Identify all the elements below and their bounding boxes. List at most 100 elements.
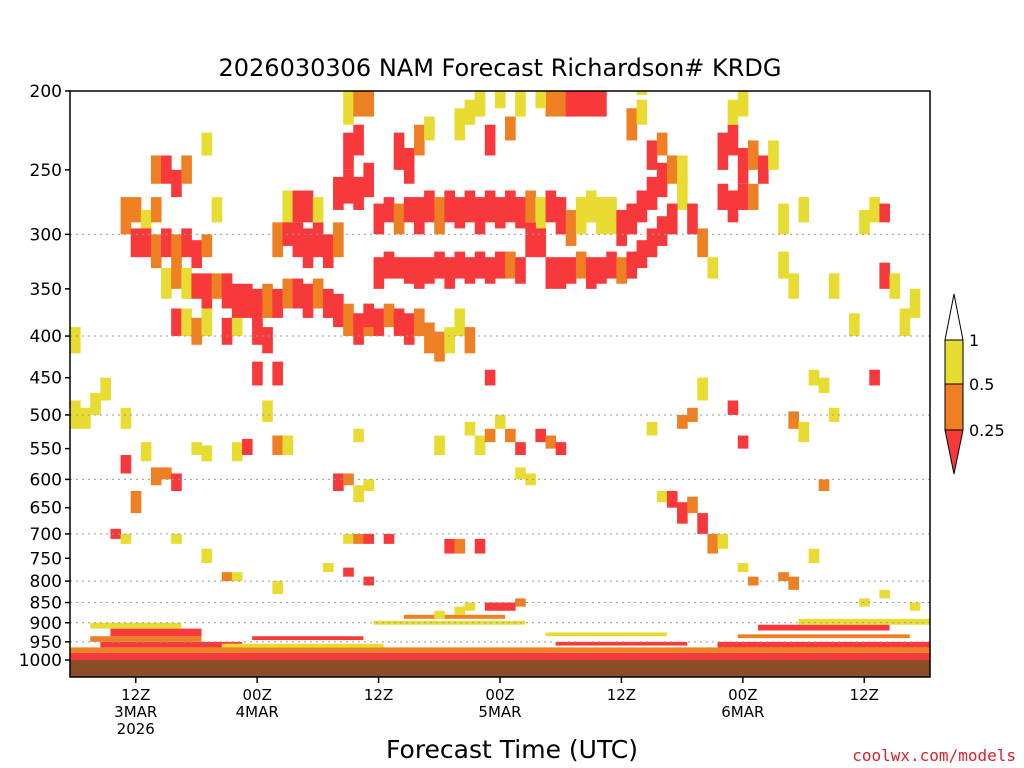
ri-cell-244 <box>444 538 455 554</box>
y-tick-label-800: 800 <box>30 572 62 592</box>
ri-cell-50 <box>333 293 344 328</box>
ri-cell-197 <box>120 455 132 474</box>
ri-cells <box>70 91 930 660</box>
ri-cell-39 <box>272 222 283 258</box>
ri-cell-132 <box>636 190 648 223</box>
ri-cell-175 <box>768 140 779 170</box>
ri-cell-207 <box>272 435 283 456</box>
ri-band-14 <box>758 624 890 631</box>
ri-cell-65 <box>353 91 364 117</box>
ri-cell-213 <box>120 533 132 544</box>
ri-cell-158 <box>636 99 648 125</box>
ri-cell-58 <box>333 176 344 210</box>
ri-band-13 <box>737 634 910 639</box>
ri-cell-95 <box>474 251 486 279</box>
ri-cell-52 <box>353 313 364 345</box>
ri-cell-263 <box>687 407 698 422</box>
ri-cell-270 <box>818 377 830 394</box>
ri-cell-118 <box>474 91 486 117</box>
ri-cell-131 <box>626 203 638 235</box>
ri-cell-107 <box>434 331 445 362</box>
y-tick-label-650: 650 <box>30 499 62 519</box>
ri-cell-64 <box>343 91 354 125</box>
ri-cell-78 <box>484 190 496 223</box>
ri-cell-178 <box>778 203 789 235</box>
ri-cell-34 <box>201 308 213 337</box>
y-tick-label-250: 250 <box>30 161 62 181</box>
ri-band-1 <box>70 647 930 653</box>
ri-cell-85 <box>373 257 385 289</box>
ri-cell-12 <box>150 234 162 269</box>
ri-cell-234 <box>484 428 496 443</box>
ri-cell-273 <box>818 479 830 491</box>
ri-cell-156 <box>535 91 547 109</box>
ri-cell-100 <box>363 303 375 328</box>
ri-cell-57 <box>312 197 324 223</box>
ri-cell-98 <box>505 251 516 279</box>
ri-cell-232 <box>464 421 476 436</box>
ri-cell-38 <box>262 327 273 354</box>
ri-cell-177 <box>737 91 749 117</box>
ri-cell-26 <box>242 283 253 318</box>
ri-cell-256 <box>666 490 678 508</box>
ri-cell-49 <box>322 288 334 318</box>
ri-cell-121 <box>515 91 526 117</box>
ri-cell-212 <box>110 528 122 539</box>
ri-band-7 <box>252 636 364 641</box>
ri-cell-5 <box>130 197 142 223</box>
ri-cell-87 <box>393 257 405 279</box>
ri-cell-254 <box>646 421 658 436</box>
ri-cell-25 <box>231 283 243 318</box>
ri-cell-67 <box>373 203 385 235</box>
ri-cell-84 <box>545 190 557 223</box>
ri-band-4 <box>110 628 202 637</box>
ri-cell-79 <box>494 197 506 229</box>
ri-band-3 <box>90 636 202 642</box>
ri-cell-124 <box>555 197 567 235</box>
ri-cell-145 <box>626 251 638 279</box>
ri-cell-260 <box>707 533 719 554</box>
ri-cell-159 <box>646 140 658 170</box>
legend-swatch-yellow <box>944 339 964 385</box>
ri-cell-229 <box>322 562 334 573</box>
ri-cell-206 <box>262 400 273 422</box>
ri-cell-199 <box>150 467 162 486</box>
ri-cell-182 <box>828 273 840 299</box>
ri-cell-275 <box>788 576 799 590</box>
ri-cell-223 <box>343 533 354 544</box>
ri-cell-214 <box>171 533 182 544</box>
legend-label-0: 1 <box>969 331 979 350</box>
ri-cell-90 <box>424 257 435 284</box>
legend-swatch-red <box>944 429 964 475</box>
ri-cell-162 <box>677 155 688 184</box>
ri-cell-265 <box>727 400 739 415</box>
ri-cell-119 <box>494 91 506 109</box>
ri-cell-109 <box>454 308 466 337</box>
ri-cell-226 <box>383 533 395 544</box>
ri-cell-81 <box>515 197 526 229</box>
ri-cell-9 <box>201 132 213 156</box>
y-tick-label-550: 550 <box>30 440 62 460</box>
x-tick-label-1-0: 00Z <box>242 686 271 704</box>
ri-cell-3 <box>181 155 192 184</box>
ri-cell-194 <box>90 393 101 415</box>
ri-cell-205 <box>242 438 253 456</box>
ri-cell-51 <box>343 303 354 337</box>
ri-cell-141 <box>586 257 597 289</box>
ri-cell-0 <box>150 155 162 184</box>
ri-cell-59 <box>343 169 354 204</box>
ri-cell-33 <box>191 317 203 345</box>
ri-cell-94 <box>464 257 476 284</box>
ri-cell-242 <box>515 467 526 480</box>
legend-label-2: 0.25 <box>969 421 1005 440</box>
ri-cell-97 <box>494 251 506 279</box>
ri-cell-147 <box>646 228 658 258</box>
ri-cell-195 <box>100 377 111 401</box>
ri-cell-230 <box>353 428 364 443</box>
ri-cell-277 <box>859 598 870 607</box>
ri-cell-171 <box>727 190 739 223</box>
ri-cell-216 <box>221 572 233 582</box>
ri-cell-241 <box>484 369 496 386</box>
y-tick-label-500: 500 <box>30 406 62 426</box>
